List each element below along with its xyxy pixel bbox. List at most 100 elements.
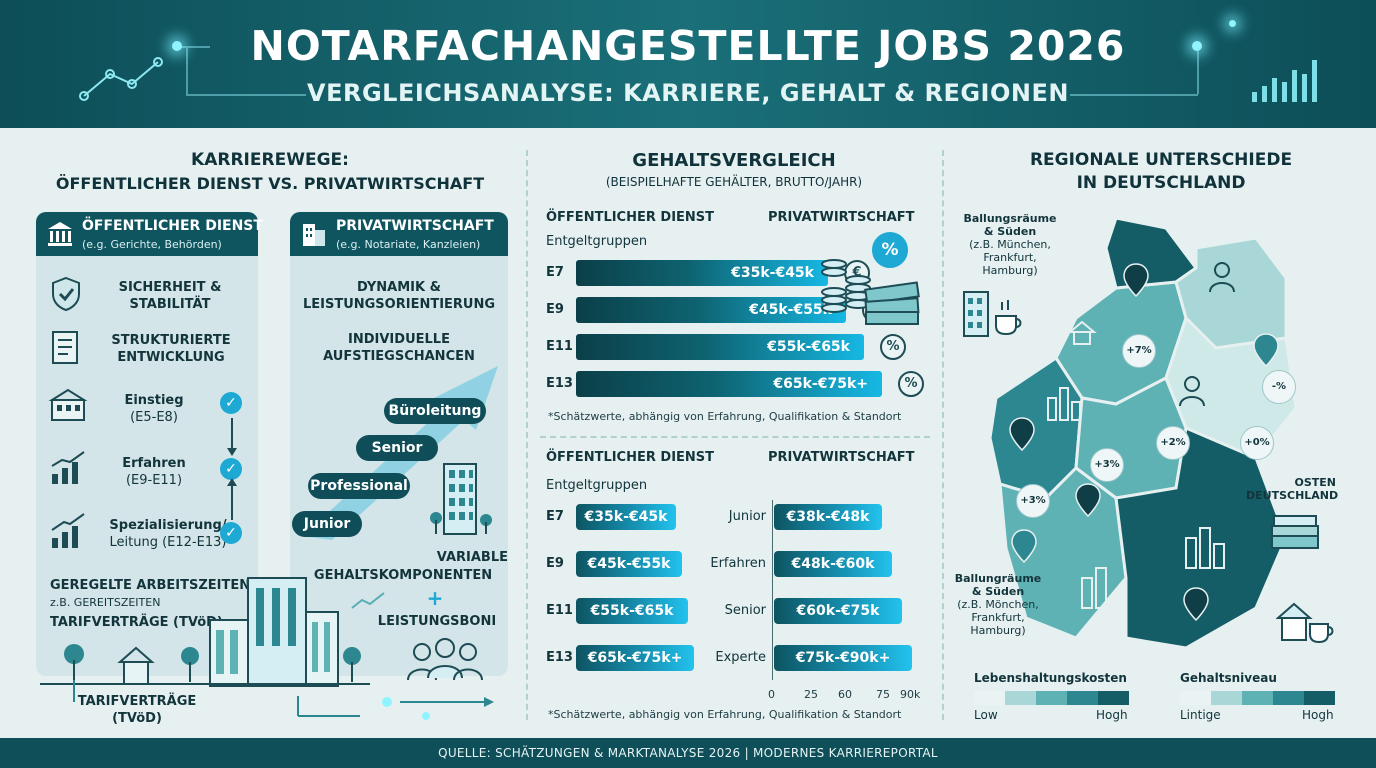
step-entry-name: Einstieg <box>124 393 184 408</box>
top-row-grade: E11 <box>546 339 573 354</box>
regional-title-line2: IN DEUTSCHLAND <box>1076 173 1246 193</box>
bottom-row-private-bar: €60k-€75k <box>774 598 902 624</box>
trend-line-icon <box>79 57 163 101</box>
regional-panel: REGIONALE UNTERSCHIEDE IN DEUTSCHLAND <box>946 128 1376 738</box>
ladder-step-junior: Junior <box>292 511 362 537</box>
courthouse-icon <box>48 222 72 246</box>
step-leadership-grade: Leitung (E12-E13) <box>109 535 227 550</box>
metro-south-line: Hamburg) <box>970 624 1026 637</box>
tarif-bottom-line2: (TVöD) <box>112 711 162 726</box>
legend-salary-title: Gehaltsniveau <box>1180 671 1277 685</box>
metro-north-line: Hamburg) <box>982 264 1038 277</box>
axis-line <box>772 500 773 680</box>
bottom-col-private: PRIVATWIRTSCHAFT <box>768 450 915 465</box>
public-sector-header: ÖFFENTLICHER DIENST (e.g. Gerichte, Behö… <box>36 212 263 256</box>
ladder-step-professional: Professional <box>308 473 410 499</box>
top-row-bar: €45k-€55k <box>576 297 846 323</box>
school-building-icon <box>48 388 88 421</box>
metro-label-north: Ballungsräume & Süden (z.B. München, Frankf… <box>962 212 1058 277</box>
top-row-bar: €35k-€45k <box>576 260 828 286</box>
metro-south-line: (z.B. Mönchen, <box>957 598 1039 611</box>
bar-chart-icon <box>1252 60 1317 102</box>
percent-badge: +3% <box>1016 484 1050 518</box>
bottom-footnote: *Schätzwerte, abhängig von Erfahrung, Qu… <box>548 708 902 721</box>
top-row-grade: E9 <box>546 302 564 317</box>
legend-swatch <box>1005 691 1036 705</box>
feature-security-line2: STABILITÄT <box>129 297 211 312</box>
bottom-row-level: Junior <box>728 509 766 524</box>
percent-badge: +0% <box>1240 426 1274 460</box>
step-leadership-name: Spezialisierung/ <box>109 518 227 533</box>
private-sector-subtitle: (e.g. Notariate, Kanzleien) <box>336 238 481 251</box>
salary-subtitle: (BEISPIELHAFTE GEHÄLTER, BRUTTO/JAHR) <box>605 175 863 189</box>
tarif-bottom-line1: TARIFVERTRÄGE <box>77 694 197 709</box>
axis-tick-label: 60 <box>838 688 852 701</box>
top-row-icon: % <box>898 371 924 397</box>
legend-salary-low: Lintige <box>1180 708 1221 722</box>
top-row-icon: % <box>880 334 906 360</box>
legend-cost-title: Lebenshaltungskosten <box>974 671 1127 685</box>
step-connector-arrows <box>227 418 237 520</box>
legend-swatch <box>1036 691 1067 705</box>
check-icon: ✓ <box>220 392 242 414</box>
regulated-hours-title: GEREGELTE ARBEITSZEITEN <box>50 578 251 593</box>
check-icon: ✓ <box>220 522 242 544</box>
bottom-group-label: Entgeltgruppen <box>546 478 648 493</box>
top-row-bar: €65k-€75k+ <box>576 371 882 397</box>
person-icon <box>1179 262 1235 407</box>
city-skyline-illustration <box>40 577 370 687</box>
variable-pay-line2: GEHALTSKOMPONENTEN <box>313 568 493 583</box>
plus-sign: + <box>426 586 444 610</box>
header-banner: NOTARFACHANGESTELLTE JOBS 2026 VERGLEICH… <box>0 0 1376 128</box>
small-trend-icon <box>351 592 385 609</box>
metro-north-line: Frankfurt, <box>983 251 1037 264</box>
top-col-private: PRIVATWIRTSCHAFT <box>768 210 915 225</box>
page-subtitle: VERGLEICHSANALYSE: KARRIERE, GEHALT & RE… <box>307 79 1069 107</box>
bottom-row-public-bar: €55k-€65k <box>576 598 688 624</box>
office-building-icon <box>303 224 325 246</box>
bottom-row-level: Erfahren <box>710 556 766 571</box>
metro-south-line: Ballungräume <box>954 572 1042 585</box>
bottom-row-private-bar: €38k-€48k <box>774 504 882 530</box>
bottom-row-private-bar: €75k-€90k+ <box>774 645 912 671</box>
check-icon: ✓ <box>220 458 242 480</box>
top-row-grade: E7 <box>546 265 564 280</box>
metro-north-line: (z.B. München, <box>969 238 1051 251</box>
private-sector-title: PRIVATWIRTSCHAFT <box>336 218 494 234</box>
top-col-public: ÖFFENTLICHER DIENST <box>546 210 715 225</box>
feature-structure-line2: ENTWICKLUNG <box>117 350 225 365</box>
money-stack-icon <box>1271 515 1319 549</box>
salary-title: GEHALTSVERGLEICH <box>632 150 836 171</box>
legend-swatch <box>1211 691 1242 705</box>
percent-badge: +7% <box>1122 334 1156 368</box>
shield-icon <box>52 276 80 312</box>
tower-building-icon <box>430 463 492 535</box>
metro-label-south: Ballungräume & Süden (z.B. Mönchen, Frankfu… <box>948 572 1048 637</box>
metro-south-line: Frankfurt, <box>971 611 1025 624</box>
legend-salary-high: Hogh <box>1302 708 1334 722</box>
metro-south-line: & Süden <box>971 585 1025 598</box>
bottom-row-level: Experte <box>715 650 766 665</box>
legend-swatch <box>974 691 1005 705</box>
regional-title-line1: REGIONALE UNTERSCHIEDE <box>1029 150 1293 170</box>
percent-badge: +3% <box>1090 448 1124 482</box>
east-germany-label: OSTEN DEUTSCHLAND <box>1246 476 1338 502</box>
growth-chart-icon <box>51 451 85 484</box>
axis-tick-label: 25 <box>804 688 818 701</box>
salary-panel: GEHALTSVERGLEICH (BEISPIELHAFTE GEHÄLTER… <box>530 128 938 738</box>
bottom-row-grade: E13 <box>546 650 573 665</box>
step-entry-grade: (E5-E8) <box>130 410 178 425</box>
regulated-hours-subtitle: z.B. GEREITSZEITEN <box>50 596 161 609</box>
bottom-row-level: Senior <box>724 603 766 618</box>
percent-badge: -% <box>1262 370 1296 404</box>
east-line: OSTEN <box>1294 476 1337 489</box>
career-title-line2: ÖFFENTLICHER DIENST VS. PRIVATWIRTSCHAFT <box>55 174 485 193</box>
career-title-line1: KARRIEREWEGE: <box>191 150 349 170</box>
advancement-line1: INDIVIDUELLE <box>348 332 450 347</box>
bottom-row-grade: E9 <box>546 556 564 571</box>
bottom-row-grade: E11 <box>546 603 573 618</box>
footer-source: QUELLE: SCHÄTZUNGEN & MARKTANALYSE 2026 … <box>0 738 1376 768</box>
legend-cost-high: Hogh <box>1096 708 1128 722</box>
top-row-grade: E13 <box>546 376 573 391</box>
top-group-label: Entgeltgruppen <box>546 234 648 249</box>
